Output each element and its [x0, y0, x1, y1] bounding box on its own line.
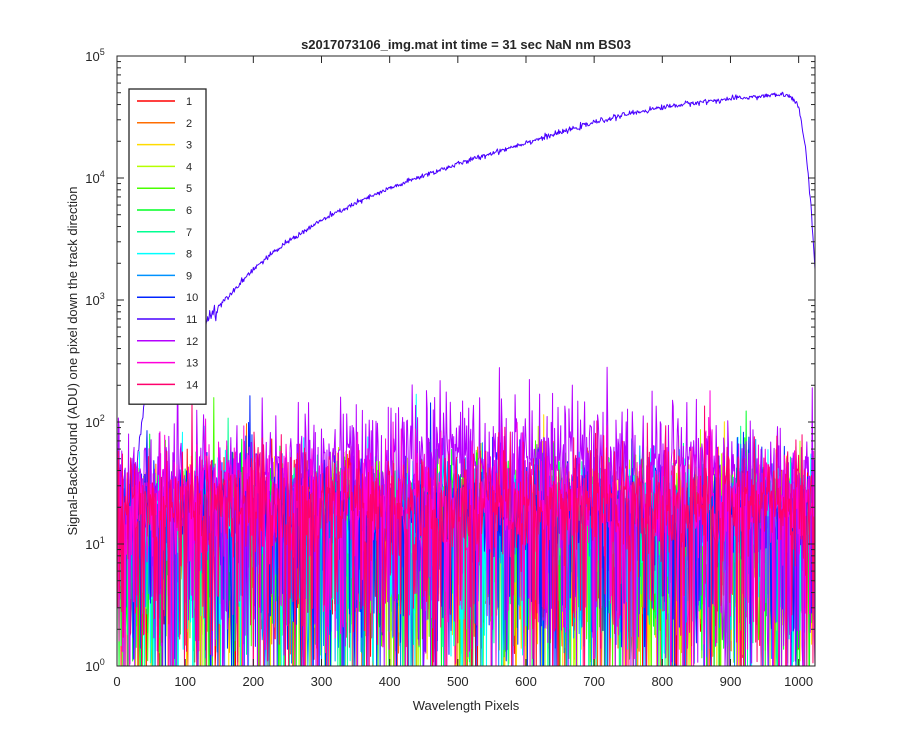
- legend-label: 5: [186, 183, 192, 195]
- legend-label: 7: [186, 227, 192, 239]
- x-tick-label: 200: [242, 674, 264, 689]
- legend-label: 3: [186, 140, 192, 152]
- series-line-12: [117, 355, 815, 666]
- y-tick-label: 103: [85, 291, 104, 308]
- x-tick-label: 800: [651, 674, 673, 689]
- series-line-14: [117, 397, 815, 666]
- y-tick-label: 101: [85, 535, 104, 552]
- legend-label: 13: [186, 358, 198, 370]
- series-line-11: [133, 91, 815, 522]
- x-tick-label: 0: [113, 674, 120, 689]
- legend-label: 6: [186, 205, 192, 217]
- legend-label: 4: [186, 161, 192, 173]
- x-tick-label: 700: [583, 674, 605, 689]
- y-tick-label: 105: [85, 47, 104, 64]
- x-tick-label: 600: [515, 674, 537, 689]
- x-tick-label: 900: [720, 674, 742, 689]
- legend-label: 11: [186, 314, 197, 326]
- legend-label: 2: [186, 118, 192, 130]
- legend-label: 1: [186, 96, 192, 108]
- y-tick-label: 104: [85, 169, 104, 186]
- plot-frame: [116, 55, 816, 667]
- x-tick-label: 400: [379, 674, 401, 689]
- legend-box: [128, 88, 207, 405]
- x-tick-label: 300: [311, 674, 333, 689]
- axes-layer: 0 100 200 300 400 500 600 700 800 900 100010010110…: [85, 47, 815, 689]
- legend-label: 9: [186, 270, 192, 282]
- x-tick-label: 100: [174, 674, 196, 689]
- legend-label: 12: [186, 336, 198, 348]
- chart-title: s2017073106_img.mat int time = 31 sec Na…: [301, 37, 631, 52]
- y-tick-label: 102: [85, 413, 104, 430]
- legend-label: 10: [186, 292, 198, 304]
- series-layer: [117, 91, 815, 666]
- x-tick-label: 500: [447, 674, 469, 689]
- legend-label: 8: [186, 249, 192, 261]
- x-tick-label: 1000: [784, 674, 813, 689]
- x-axis-label: Wavelength Pixels: [413, 698, 520, 713]
- legend-label: 14: [186, 379, 198, 391]
- y-tick-label: 100: [85, 657, 104, 674]
- y-axis-label: Signal-BackGround (ADU) one pixel down t…: [65, 186, 80, 535]
